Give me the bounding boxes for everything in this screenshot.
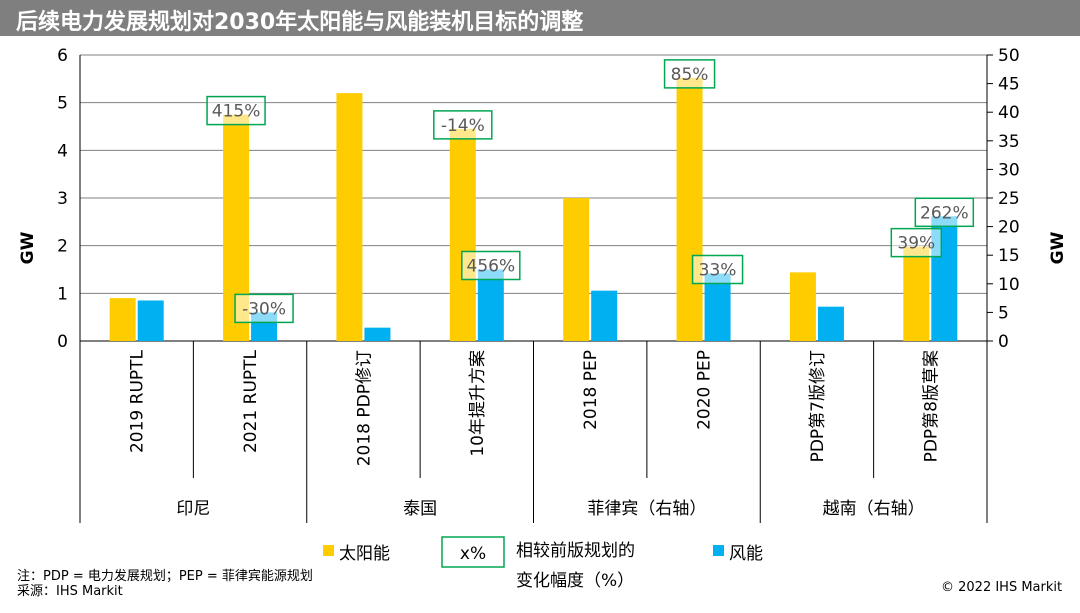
change-callout — [206, 95, 266, 126]
y-left-axis-label: GW — [18, 231, 38, 264]
legend-solar-swatch — [323, 545, 334, 556]
change-callout-label: -30% — [242, 299, 286, 319]
wind-bar — [137, 300, 164, 341]
solar-bar — [903, 246, 930, 341]
change-callout-label: -14% — [441, 116, 485, 136]
change-callout — [234, 293, 294, 324]
category-label: 2019 RUPTL — [128, 349, 148, 453]
group-label: 菲律宾（右轴） — [587, 499, 706, 519]
y-right-tick-label: 30 — [998, 160, 1020, 180]
y-right-tick-label: 35 — [998, 132, 1020, 152]
wind-bar — [817, 306, 844, 341]
change-callout — [461, 250, 521, 281]
change-callout-label: 456% — [467, 257, 516, 277]
y-right-tick-label: 40 — [998, 103, 1020, 123]
source-note: 采源：IHS Markit — [17, 584, 123, 599]
y-right-tick-label: 25 — [998, 189, 1020, 209]
wind-bar — [704, 273, 731, 341]
y-left-tick-label: 4 — [57, 141, 68, 161]
group-label: 印尼 — [176, 499, 210, 519]
group-label: 越南（右轴） — [823, 499, 925, 519]
change-callout — [691, 254, 744, 285]
change-callout — [914, 197, 975, 228]
y-left-tick-label: 1 — [57, 284, 68, 304]
category-label: 2021 RUPTL — [241, 349, 261, 453]
legend-wind-label: 风能 — [729, 544, 763, 564]
category-label: PDP第8版草案 — [921, 350, 941, 462]
group-label: 泰国 — [403, 499, 437, 519]
footnote: 注：PDP = 电力发展规划；PEP = 菲律宾能源规划 — [17, 569, 313, 584]
category-label: 2020 PEP — [695, 350, 715, 430]
wind-bar — [591, 290, 618, 341]
wind-bar — [364, 327, 391, 341]
change-callout-label: 415% — [212, 102, 261, 122]
change-callout-label: 85% — [671, 65, 709, 85]
legend-callout-text: 变化幅度（%） — [516, 571, 634, 591]
y-left-tick-label: 5 — [57, 94, 68, 114]
legend-callout-sample-box — [441, 536, 505, 568]
y-right-tick-label: 50 — [998, 46, 1020, 66]
change-callout-label: 262% — [920, 203, 969, 223]
solar-bar — [789, 272, 816, 341]
change-callout — [663, 59, 716, 89]
legend-solar-label: 太阳能 — [339, 544, 390, 564]
solar-bar — [449, 128, 476, 341]
change-callout-label: 33% — [699, 261, 737, 281]
category-label: 2018 PEP — [581, 350, 601, 430]
y-right-axis-label: GW — [1048, 231, 1068, 264]
category-label: 10年提升方案 — [468, 350, 488, 457]
y-right-tick-label: 0 — [998, 332, 1009, 352]
y-left-tick-label: 3 — [57, 189, 68, 209]
change-callout — [890, 227, 943, 258]
y-right-tick-label: 45 — [998, 75, 1020, 95]
change-callout-label: 39% — [897, 234, 935, 254]
title-bar: 后续电力发展规划对2030年太阳能与风能装机目标的调整 — [0, 0, 1080, 36]
y-left-tick-label: 2 — [57, 237, 68, 257]
category-label: 2018 PDP修订 — [354, 350, 374, 466]
solar-bar — [109, 298, 136, 341]
solar-bar — [676, 77, 703, 341]
legend-callout-text: 相较前版规划的 — [516, 541, 635, 561]
y-right-tick-label: 15 — [998, 246, 1020, 266]
legend-wind-swatch — [713, 545, 724, 556]
category-label: PDP第7版修订 — [808, 350, 828, 462]
copyright: © 2022 IHS Markit — [941, 580, 1063, 595]
legend-callout-sample: x% — [460, 544, 486, 564]
y-left-tick-label: 6 — [57, 46, 68, 66]
solar-bar — [336, 93, 363, 341]
change-callout — [433, 110, 493, 140]
chart-title: 后续电力发展规划对2030年太阳能与风能装机目标的调整 — [16, 10, 584, 35]
y-right-tick-label: 5 — [998, 303, 1009, 323]
wind-bar — [477, 269, 504, 341]
y-left-tick-label: 0 — [57, 332, 68, 352]
solar-bar — [563, 198, 590, 341]
y-right-tick-label: 10 — [998, 275, 1020, 295]
y-right-tick-label: 20 — [998, 218, 1020, 238]
